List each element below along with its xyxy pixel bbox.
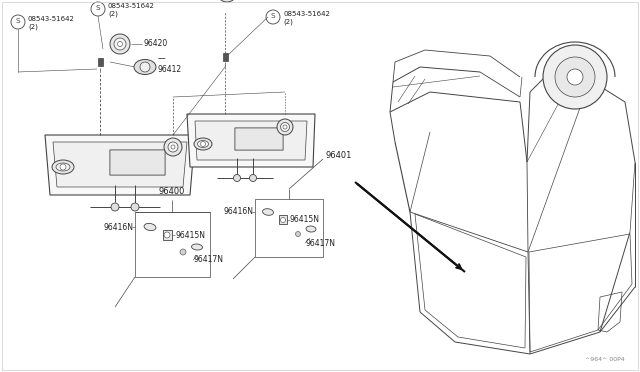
Circle shape (111, 203, 119, 211)
Text: 96401: 96401 (325, 151, 351, 160)
Text: 96415N: 96415N (175, 231, 205, 240)
Circle shape (164, 138, 182, 156)
Ellipse shape (191, 244, 202, 250)
Circle shape (555, 57, 595, 97)
Text: 08543-51642: 08543-51642 (28, 16, 75, 22)
Circle shape (200, 141, 205, 147)
Bar (279, 215, 287, 224)
Circle shape (60, 164, 66, 170)
Circle shape (277, 119, 293, 135)
Text: 08543-51642: 08543-51642 (108, 3, 155, 9)
Circle shape (543, 45, 607, 109)
Circle shape (164, 232, 170, 238)
Circle shape (250, 174, 257, 182)
Circle shape (217, 0, 237, 2)
Circle shape (280, 122, 289, 131)
Circle shape (131, 203, 139, 211)
Text: —: — (158, 55, 166, 64)
Circle shape (296, 231, 301, 237)
Ellipse shape (144, 224, 156, 231)
Text: S: S (16, 18, 20, 24)
Polygon shape (187, 114, 315, 167)
Text: 96412: 96412 (158, 64, 182, 74)
Circle shape (140, 62, 150, 72)
Circle shape (114, 38, 126, 50)
Bar (223, 53, 228, 61)
Text: (2): (2) (283, 19, 293, 25)
Circle shape (280, 218, 285, 222)
Text: S: S (96, 5, 100, 11)
Text: 96416N: 96416N (223, 208, 253, 217)
Polygon shape (45, 135, 195, 195)
Ellipse shape (194, 138, 212, 150)
Ellipse shape (52, 160, 74, 174)
Text: 08543-51642: 08543-51642 (283, 11, 330, 17)
Ellipse shape (134, 60, 156, 74)
FancyBboxPatch shape (110, 150, 165, 175)
Circle shape (118, 42, 122, 46)
Ellipse shape (198, 141, 209, 148)
Ellipse shape (262, 209, 273, 215)
Ellipse shape (306, 226, 316, 232)
Circle shape (567, 69, 583, 85)
Text: S: S (271, 13, 275, 19)
Polygon shape (195, 121, 307, 160)
Bar (163, 230, 172, 240)
FancyBboxPatch shape (235, 128, 283, 150)
Bar (255, 199, 323, 257)
Text: (2): (2) (108, 11, 118, 17)
Bar (135, 212, 210, 277)
Text: (2): (2) (28, 24, 38, 30)
Text: ^964^ 00P4: ^964^ 00P4 (585, 357, 625, 362)
Text: 96417N: 96417N (193, 256, 223, 264)
Circle shape (110, 34, 130, 54)
Text: 96415N: 96415N (290, 215, 320, 224)
Text: 96400: 96400 (159, 187, 185, 196)
Bar (98, 58, 103, 66)
Text: 96420: 96420 (143, 39, 167, 48)
Text: 96416N: 96416N (103, 222, 133, 231)
Circle shape (180, 249, 186, 255)
Text: 96417N: 96417N (305, 238, 335, 247)
Circle shape (171, 145, 175, 149)
Polygon shape (53, 142, 187, 187)
Circle shape (234, 174, 241, 182)
Circle shape (168, 142, 178, 152)
Circle shape (283, 125, 287, 129)
Ellipse shape (56, 163, 70, 171)
